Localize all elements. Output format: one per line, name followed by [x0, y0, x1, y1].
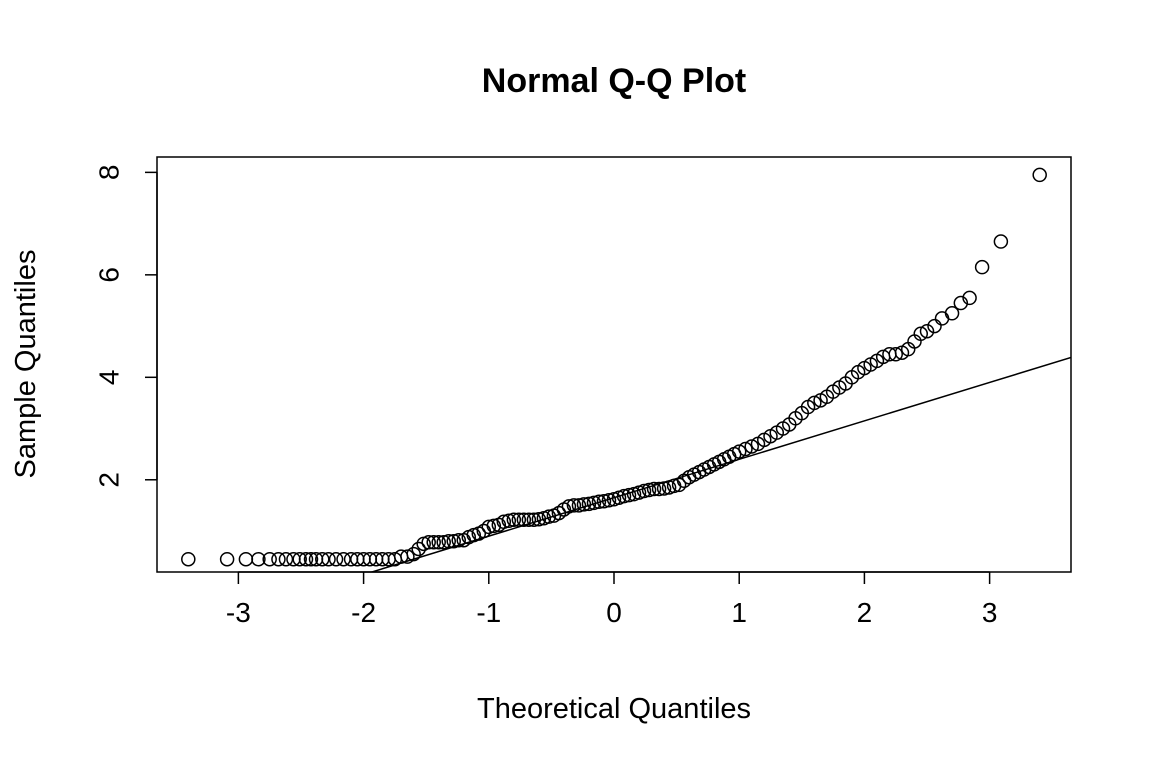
- data-point: [621, 487, 637, 503]
- data-point: [586, 495, 602, 511]
- data-point: [636, 483, 652, 499]
- data-point: [431, 535, 446, 550]
- x-tick-label: 3: [982, 597, 998, 628]
- data-point: [303, 551, 319, 567]
- data-point: [262, 551, 277, 567]
- data-point: [251, 551, 266, 567]
- y-axis-label: Sample Quantiles: [10, 250, 42, 479]
- qq-reference-line: [369, 356, 1071, 572]
- data-point: [616, 488, 632, 504]
- data-point: [744, 439, 759, 454]
- data-point: [526, 512, 542, 527]
- data-point: [521, 512, 537, 527]
- data-point: [336, 551, 351, 567]
- x-tick-label: -2: [351, 597, 376, 628]
- data-point: [181, 551, 196, 567]
- data-point: [292, 551, 307, 567]
- data-point: [576, 497, 592, 512]
- data-point: [315, 551, 330, 567]
- data-point: [934, 311, 950, 326]
- data-point: [993, 234, 1009, 249]
- data-point: [321, 551, 336, 567]
- data-point: [451, 532, 466, 548]
- data-point: [441, 534, 456, 549]
- data-point: [641, 482, 657, 498]
- data-point: [496, 514, 512, 530]
- data-point: [406, 546, 421, 562]
- x-tick-label: -1: [476, 597, 501, 628]
- data-point: [731, 444, 747, 459]
- data-point: [807, 395, 822, 411]
- data-point: [591, 494, 607, 510]
- data-point: [436, 535, 451, 550]
- data-point: [944, 306, 960, 321]
- data-point: [888, 347, 903, 362]
- data-point: [511, 512, 527, 527]
- data-point: [426, 535, 441, 550]
- data-point: [651, 481, 667, 497]
- y-tick-label: 2: [94, 472, 125, 488]
- data-point: [596, 494, 612, 509]
- data-point: [481, 519, 497, 535]
- data-point: [421, 535, 436, 550]
- x-axis-label: Theoretical Quantiles: [477, 693, 751, 725]
- data-point: [411, 541, 426, 557]
- data-point: [913, 326, 929, 342]
- data-point: [974, 259, 990, 275]
- data-point: [927, 318, 942, 334]
- x-tick-label: 2: [857, 597, 873, 628]
- y-tick-label: 4: [94, 370, 125, 386]
- data-point: [962, 290, 977, 306]
- data-point: [561, 499, 577, 514]
- x-axis: -3 -2 -1 0 1 2 3: [226, 571, 998, 628]
- data-point: [516, 512, 532, 527]
- data-point: [278, 551, 294, 567]
- data-point: [219, 551, 235, 567]
- data-point: [919, 323, 935, 339]
- data-point: [506, 512, 522, 527]
- data-point: [671, 477, 687, 493]
- x-tick-label: 1: [731, 597, 747, 628]
- data-point: [571, 498, 587, 513]
- y-tick-label: 8: [94, 165, 125, 181]
- data-point: [738, 441, 753, 457]
- plot-frame: [156, 156, 1072, 573]
- data-point: [271, 551, 286, 567]
- x-tick-label: 0: [606, 597, 622, 628]
- data-point: [953, 295, 969, 311]
- data-point: [656, 481, 672, 496]
- y-axis: 2 4 6 8: [94, 165, 158, 488]
- data-point: [541, 509, 557, 524]
- data-point: [601, 493, 617, 508]
- data-point: [486, 518, 502, 534]
- data-point: [531, 511, 547, 527]
- data-point: [581, 496, 597, 512]
- data-point: [298, 551, 314, 567]
- data-point: [566, 498, 582, 513]
- data-point: [400, 549, 415, 564]
- data-point: [501, 513, 517, 529]
- data-point: [1032, 167, 1047, 183]
- data-point: [646, 481, 662, 497]
- data-point: [446, 534, 461, 549]
- chart-title: Normal Q-Q Plot: [482, 62, 746, 100]
- data-point: [328, 551, 344, 567]
- data-point: [238, 551, 254, 567]
- plot-area: [181, 167, 1071, 572]
- x-tick-label: -3: [226, 597, 251, 628]
- y-tick-label: 6: [94, 267, 125, 283]
